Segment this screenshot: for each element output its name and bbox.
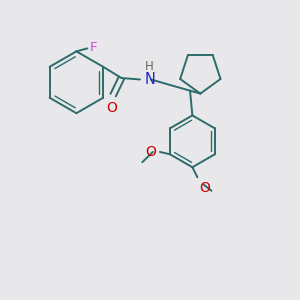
Text: O: O bbox=[106, 101, 117, 115]
Text: N: N bbox=[144, 72, 155, 87]
Text: F: F bbox=[90, 41, 98, 54]
Text: H: H bbox=[145, 60, 154, 73]
Text: O: O bbox=[200, 182, 211, 195]
Text: O: O bbox=[145, 145, 156, 159]
